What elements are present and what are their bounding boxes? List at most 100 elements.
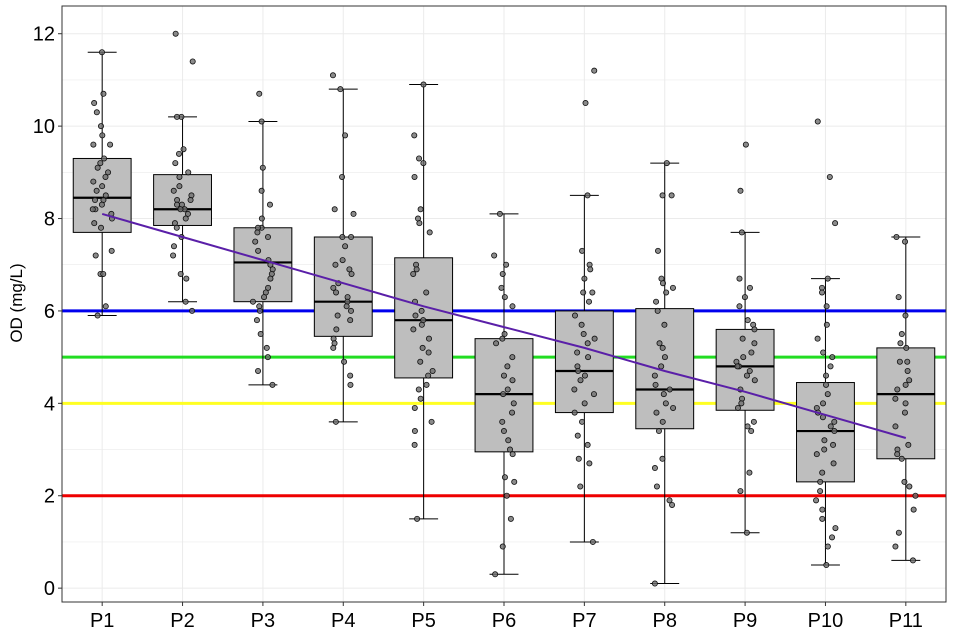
data-point (258, 215, 265, 222)
box-P1 (72, 157, 132, 233)
data-point (659, 344, 666, 351)
data-point (333, 326, 340, 333)
data-point (589, 289, 596, 296)
data-point (743, 529, 750, 536)
data-point (256, 307, 263, 314)
data-point (893, 234, 900, 241)
data-point (589, 538, 596, 545)
data-point (500, 428, 507, 435)
data-point (339, 234, 346, 241)
data-point (578, 321, 585, 328)
data-point (510, 400, 517, 407)
data-point (411, 173, 418, 180)
data-point (581, 275, 588, 282)
data-point (738, 400, 745, 407)
data-point (892, 543, 899, 550)
data-point (343, 303, 350, 310)
data-point (584, 192, 591, 199)
data-point (586, 460, 593, 467)
data-point (499, 335, 506, 342)
data-point (832, 220, 839, 227)
data-point (662, 400, 669, 407)
data-point (418, 307, 425, 314)
data-point (339, 173, 346, 180)
data-point (829, 534, 836, 541)
data-point (655, 428, 662, 435)
data-point (904, 358, 911, 365)
data-point (571, 312, 578, 319)
data-point (94, 312, 101, 319)
data-point (417, 206, 424, 213)
data-point (176, 173, 183, 180)
data-point (659, 192, 666, 199)
data-point (661, 354, 668, 361)
data-point (748, 349, 755, 356)
data-point (584, 340, 591, 347)
data-point (185, 169, 192, 176)
data-point (823, 562, 830, 569)
data-point (97, 123, 104, 130)
data-point (904, 367, 911, 374)
data-point (814, 335, 821, 342)
data-point (819, 515, 826, 522)
data-point (832, 525, 839, 532)
data-point (894, 451, 901, 458)
data-point (174, 201, 181, 208)
x-tick-label-P1: P1 (90, 610, 114, 632)
data-point (901, 478, 908, 485)
data-point (341, 358, 348, 365)
data-point (410, 326, 417, 333)
data-point (254, 229, 261, 236)
data-point (824, 275, 831, 282)
data-point (670, 404, 677, 411)
data-point (187, 197, 194, 204)
data-point (492, 571, 499, 578)
y-axis-title: OD (mg/L) (7, 263, 26, 342)
data-point (819, 469, 826, 476)
data-point (425, 349, 432, 356)
data-point (823, 381, 830, 388)
data-point (744, 423, 751, 430)
data-point (493, 340, 500, 347)
x-tick-label-P5: P5 (411, 610, 435, 632)
data-point (90, 141, 97, 148)
data-point (579, 247, 586, 254)
data-point (347, 372, 354, 379)
data-point (90, 178, 97, 185)
data-point (499, 543, 506, 550)
data-point (259, 164, 266, 171)
data-point (170, 252, 177, 259)
data-point (579, 418, 586, 425)
data-point (414, 515, 421, 522)
data-point (820, 400, 827, 407)
data-point (496, 210, 503, 217)
data-point (742, 141, 749, 148)
trend-line-path (101, 212, 907, 439)
data-point (740, 354, 747, 361)
data-point (906, 483, 913, 490)
data-point (751, 377, 758, 384)
data-point (410, 270, 417, 277)
x-tick-label-P8: P8 (652, 610, 676, 632)
data-point (820, 349, 827, 356)
data-point (89, 206, 96, 213)
data-point (829, 354, 836, 361)
data-point (511, 478, 518, 485)
data-point (746, 284, 753, 291)
data-point (912, 492, 919, 499)
data-point (501, 331, 508, 338)
data-point (107, 141, 114, 148)
data-point (417, 358, 424, 365)
data-point (348, 270, 355, 277)
y-tick-label: 0 (44, 578, 55, 600)
whiskers (87, 51, 921, 585)
data-point (819, 289, 826, 296)
data-point (894, 386, 901, 393)
data-point (331, 206, 338, 213)
data-point (91, 100, 98, 107)
data-point (172, 160, 179, 167)
data-point (814, 118, 821, 125)
box-P8 (635, 308, 695, 430)
data-point (499, 270, 506, 277)
box-P4 (313, 236, 373, 337)
